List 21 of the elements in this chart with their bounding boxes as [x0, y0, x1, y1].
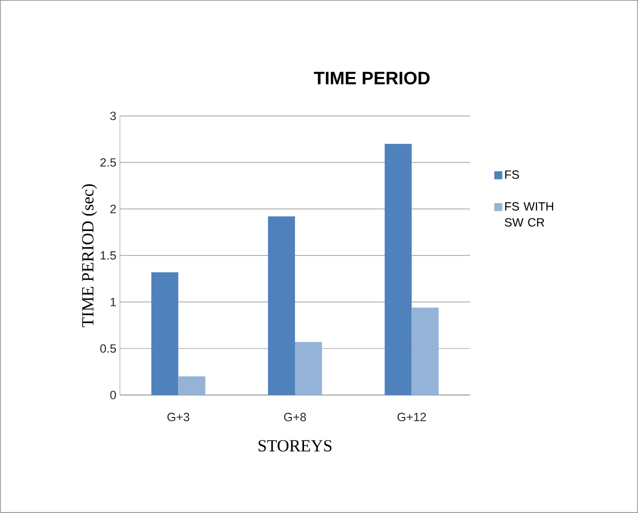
y-tick-label: 1.5 — [100, 251, 116, 260]
bar — [151, 272, 178, 396]
legend-label: FS WITH SW CR — [504, 202, 554, 227]
bar — [412, 308, 439, 396]
bar — [295, 342, 322, 396]
y-tick-label: 0 — [110, 390, 116, 400]
bar — [178, 376, 206, 396]
bar — [268, 216, 295, 396]
y-tick-label: 1 — [110, 298, 116, 306]
x-tick-label: G+12 — [398, 412, 426, 422]
y-tick-label: 3 — [110, 112, 116, 120]
chart-title: TIME PERIOD — [314, 72, 430, 84]
y-tick-label: 0.5 — [100, 344, 116, 353]
legend-label: FS — [505, 170, 519, 179]
x-tick-label: G+8 — [284, 412, 306, 422]
y-axis-title: TIME PERIOD (sec) — [82, 184, 97, 328]
y-tick-label: 2 — [110, 204, 116, 214]
x-axis-title: STOREYS — [258, 440, 332, 452]
x-tick-label: G+3 — [167, 412, 190, 422]
bar — [384, 144, 412, 396]
y-tick-label: 2.5 — [100, 158, 116, 167]
